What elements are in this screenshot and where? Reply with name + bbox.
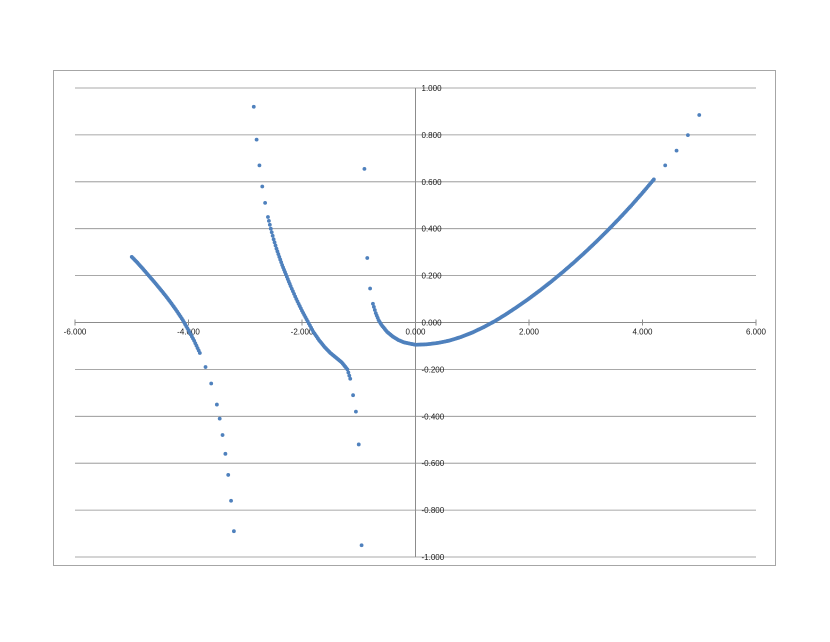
data-point [348,376,353,381]
data-point [354,409,358,414]
y-tick-label: 0.800 [422,131,443,140]
data-point [346,370,351,375]
x-tick-label: -6.000 [64,328,87,337]
y-tick-label: -0.600 [422,459,445,468]
data-point [663,163,668,168]
y-tick-label: 1.000 [422,84,443,93]
data-point [356,442,361,447]
y-tick-labels: -1.000 -0.800 -0.600 -0.400 -0.200 0.000 0.200… [422,84,445,562]
data-point [686,133,690,138]
data-point [263,201,268,205]
y-tick-label: -0.400 [422,412,445,421]
chart-area: -1.000 -0.800 -0.600 -0.400 -0.200 0.000 0.200… [53,70,776,566]
data-point [232,529,236,534]
x-tick-label: 2.000 [519,328,540,337]
data-point [209,381,214,386]
data-point [651,177,656,182]
data-point [273,243,278,248]
x-tick-label: -2.000 [291,328,314,337]
data-point [271,237,276,242]
y-tick-label: -0.200 [422,365,445,374]
data-point [257,163,262,168]
data-point [251,104,256,109]
data-point [226,473,231,477]
data-point [214,402,219,407]
x-tick-label: 6.000 [746,328,767,337]
data-point [229,498,233,503]
data-point [372,308,377,312]
data-markers [129,104,702,548]
data-point [347,373,352,378]
data-point [351,393,355,398]
data-point [217,416,222,421]
x-tick-label: 4.000 [632,328,653,337]
x-tick-label: 0.000 [405,328,426,337]
data-point [674,148,679,153]
y-tick-label: -0.800 [422,506,445,515]
y-tick-label: 0.200 [422,272,443,281]
data-point [365,256,370,260]
y-tick-label: -1.000 [422,553,445,562]
y-tick-label: 0.600 [422,178,443,187]
data-point [254,137,259,142]
data-point [269,230,274,235]
data-point [203,365,208,369]
data-point [268,226,273,231]
y-tick-label: 0.400 [422,225,443,234]
data-point [266,215,270,219]
scatter-plot: -1.000 -0.800 -0.600 -0.400 -0.200 0.000 0.200… [64,84,767,562]
data-point [371,304,376,309]
data-point [260,184,265,189]
axes [74,88,757,557]
data-point [368,286,372,291]
data-point [345,367,350,372]
data-point [220,433,225,437]
data-point [371,301,375,306]
data-point [266,218,271,223]
data-point [697,113,702,117]
data-point [197,351,202,355]
data-point [362,167,367,171]
data-point [272,240,277,245]
y-tick-label: 0.000 [422,319,443,328]
data-point [270,233,275,238]
data-point [359,543,364,548]
data-point [267,222,272,227]
data-point [223,451,228,456]
